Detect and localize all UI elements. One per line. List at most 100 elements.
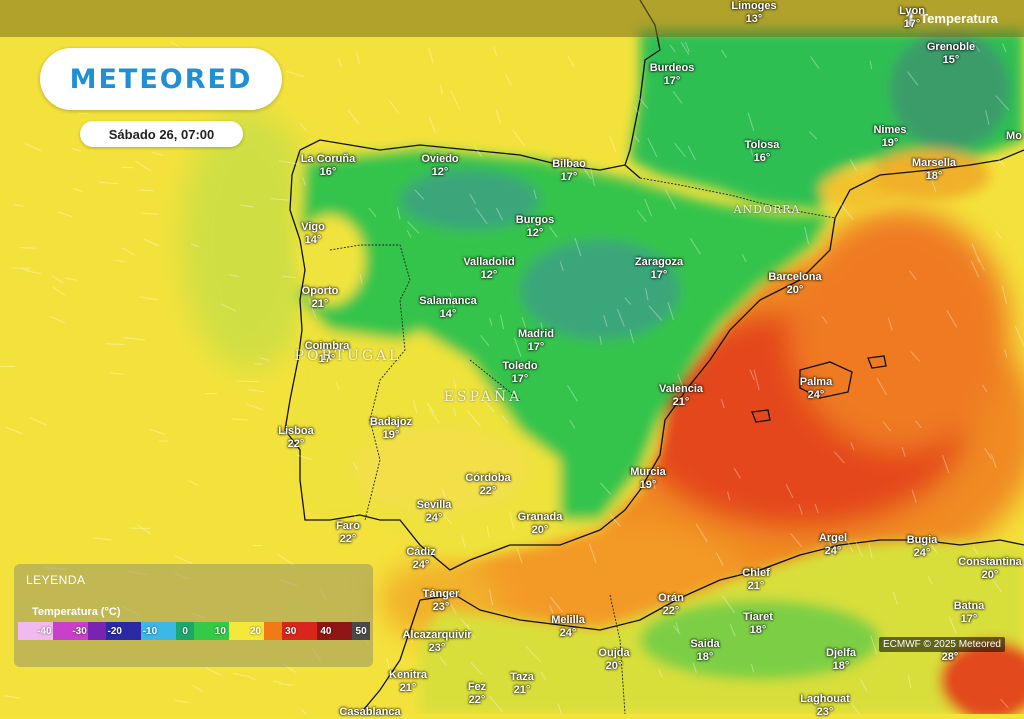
- city-temperature: 22°: [658, 605, 684, 618]
- city-temperature: 20°: [768, 284, 821, 297]
- city-name: La Coruña: [301, 153, 355, 166]
- city-name: Taza: [510, 671, 534, 684]
- city-name: Nimes: [873, 124, 906, 137]
- city-name: Cádiz: [406, 546, 435, 559]
- city-temperature: 19°: [873, 137, 906, 150]
- city-name: Barcelona: [768, 271, 821, 284]
- date-time-label[interactable]: Sábado 26, 07:00: [80, 121, 243, 147]
- city-temperature: 28°: [942, 651, 959, 664]
- legend-color-segment: [335, 622, 353, 640]
- city-temperature: 18°: [690, 651, 719, 664]
- city-temperature: 17°: [635, 269, 683, 282]
- legend-color-segment: 10: [212, 622, 230, 640]
- city-temperature: 23°: [423, 601, 460, 614]
- legend-color-segment: -30: [71, 622, 89, 640]
- city-name: Limoges: [731, 0, 776, 13]
- city-label[interactable]: Mo: [1006, 130, 1022, 143]
- legend-color-segment: [18, 622, 36, 640]
- city-temperature: 12°: [463, 269, 514, 282]
- city-name: Oporto: [302, 285, 339, 298]
- legend-color-segment: [300, 622, 318, 640]
- city-temperature: 24°: [417, 512, 452, 525]
- legend-color-segment: 50: [352, 622, 370, 640]
- city-name: Tánger: [423, 588, 460, 601]
- city-name: Salamanca: [419, 295, 476, 308]
- country-label: ANDORRA: [734, 203, 801, 216]
- city-temperature: 17°: [650, 75, 695, 88]
- meteored-logo[interactable]: METEORED: [40, 48, 282, 110]
- city-name: Saida: [690, 638, 719, 651]
- city-temperature: 22°: [336, 533, 360, 546]
- city-name: Toledo: [502, 360, 537, 373]
- country-label: ESPAÑA: [444, 389, 522, 405]
- city-temperature: 23°: [402, 642, 471, 655]
- city-temperature: 17°: [899, 18, 925, 31]
- data-credit: ECMWF © 2025 Meteored: [879, 637, 1005, 652]
- city-name: Sevilla: [417, 499, 452, 512]
- legend-color-segment: [53, 622, 71, 640]
- city-temperature: 24°: [406, 559, 435, 572]
- legend-color-segment: 0: [176, 622, 194, 640]
- city-name: Mo: [1006, 130, 1022, 143]
- city-name: Zaragoza: [635, 256, 683, 269]
- city-name: Chlef: [742, 567, 770, 580]
- city-name: Constantina: [958, 556, 1022, 569]
- city-temperature: 12°: [421, 166, 458, 179]
- legend-color-segment: 30: [282, 622, 300, 640]
- city-temperature: 19°: [630, 479, 665, 492]
- city-label[interactable]: 28°: [942, 651, 959, 664]
- city-label[interactable]: Casablanca: [339, 706, 400, 719]
- city-name: Burgos: [516, 214, 555, 227]
- city-temperature: 24°: [907, 547, 938, 560]
- legend-color-segment: -40: [36, 622, 54, 640]
- wind-streak: [106, 344, 125, 345]
